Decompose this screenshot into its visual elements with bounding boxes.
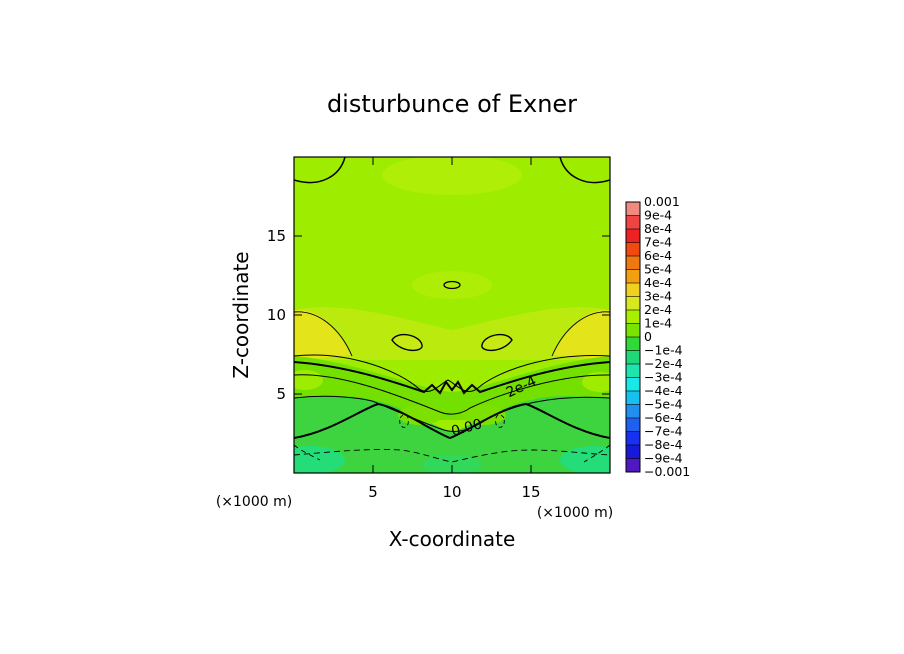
contour-center-small xyxy=(443,280,461,290)
colorbar-swatch xyxy=(626,215,640,230)
colorbar-swatch xyxy=(626,337,640,351)
colorbar-swatch xyxy=(626,283,640,297)
colorbar-label: 4e-4 xyxy=(644,275,672,290)
field-top-highlight xyxy=(382,157,522,195)
field-lower-region xyxy=(294,396,610,473)
contour-left-eye xyxy=(391,333,423,352)
colorbar-swatch xyxy=(626,377,640,392)
field-left-side-lobe xyxy=(294,370,323,390)
colorbar-label: 2e-4 xyxy=(644,302,672,317)
contour-negative-left-pocket xyxy=(399,414,409,428)
contour-negative-right xyxy=(583,444,610,463)
colorbar-frame xyxy=(625,201,641,473)
colorbar-label: 1e-4 xyxy=(644,316,672,331)
contour-right-core xyxy=(551,311,610,357)
colorbar-label: 6e-4 xyxy=(644,248,672,263)
x-axis: 5 10 15 xyxy=(368,157,541,501)
contour-2e-4 xyxy=(294,361,610,395)
colorbar-swatch xyxy=(626,445,640,459)
colorbar-label: −4e-4 xyxy=(644,383,683,398)
colorbar-swatch xyxy=(626,323,640,338)
plot-field xyxy=(294,157,610,473)
x-axis-label: X-coordinate xyxy=(389,527,516,551)
y-axis-label: Z-coordinate xyxy=(229,251,253,378)
contour-3e-4 xyxy=(294,354,610,393)
colorbar-swatch xyxy=(626,229,640,243)
colorbar-swatch xyxy=(626,202,640,216)
colorbar-label: −5e-4 xyxy=(644,397,683,412)
colorbar-label: 0 xyxy=(644,329,652,344)
colorbar-label: 5e-4 xyxy=(644,262,672,277)
field-lower-left-lobe xyxy=(398,405,442,425)
colorbar-label: −6e-4 xyxy=(644,410,683,425)
field-left-core xyxy=(294,309,350,360)
colorbar-swatch xyxy=(626,269,640,284)
contour-1e-4-upper xyxy=(294,374,610,415)
colorbar-label: −2e-4 xyxy=(644,356,683,371)
colorbar-swatch xyxy=(626,296,640,311)
field-bottom-center xyxy=(422,455,482,473)
colorbar-label: −0.001 xyxy=(644,464,690,479)
y-axis: 5 10 15 xyxy=(267,227,610,403)
colorbar-label: −9e-4 xyxy=(644,451,683,466)
y-tick-label: 15 xyxy=(267,227,286,245)
colorbar-swatch xyxy=(626,458,640,473)
colorbar-label: 0.001 xyxy=(644,194,680,209)
x-unit-label: (×1000 m) xyxy=(537,505,613,521)
colorbar-label: 9e-4 xyxy=(644,208,672,223)
x-tick-label: 5 xyxy=(368,483,378,501)
field-bottom-right-negative xyxy=(560,446,610,473)
colorbar-label: −7e-4 xyxy=(644,424,683,439)
colorbar-swatch xyxy=(626,350,640,365)
contour-label: 0.00 xyxy=(450,416,484,440)
colorbar-swatch xyxy=(626,418,640,432)
colorbar: 0.0019e-48e-47e-46e-45e-44e-43e-42e-41e-… xyxy=(625,194,690,479)
colorbar-label: −8e-4 xyxy=(644,437,683,452)
colorbar-swatch xyxy=(626,431,640,446)
y-tick-label: 5 xyxy=(276,385,286,403)
field-right-side-lobe xyxy=(582,372,610,392)
colorbar-swatch xyxy=(626,242,640,257)
contour-negative-dashed xyxy=(294,449,610,463)
chart-title: disturbunce of Exner xyxy=(327,90,577,118)
colorbar-swatch xyxy=(626,364,640,378)
contour-top-right xyxy=(559,157,610,184)
colorbar-label: 8e-4 xyxy=(644,221,672,236)
colorbar-swatch xyxy=(626,310,640,324)
colorbar-swatch xyxy=(626,391,640,405)
y-unit-label: (×1000 m) xyxy=(216,494,292,510)
contour-zero xyxy=(294,402,610,440)
x-tick-label: 10 xyxy=(442,483,461,501)
field-right-core xyxy=(554,309,610,360)
field-center-highlight xyxy=(412,271,492,299)
y-tick-label: 10 xyxy=(267,306,286,324)
colorbar-swatch xyxy=(626,404,640,419)
colorbar-label: 3e-4 xyxy=(644,289,672,304)
contour-negative-left xyxy=(294,444,321,461)
colorbar-label: 7e-4 xyxy=(644,235,672,250)
colorbar-swatch xyxy=(626,256,640,270)
colorbar-label: −3e-4 xyxy=(644,370,683,385)
field-lower-right-lobe xyxy=(462,405,506,425)
colorbar-label: −1e-4 xyxy=(644,343,683,358)
contour-top-left xyxy=(294,157,346,184)
field-bottom-left-negative xyxy=(294,446,345,473)
contour-left-core xyxy=(294,311,353,357)
field-mid-band xyxy=(294,307,610,360)
contour-right-eye xyxy=(481,333,513,352)
x-tick-label: 15 xyxy=(521,483,540,501)
contour-negative-right-pocket xyxy=(495,414,505,428)
